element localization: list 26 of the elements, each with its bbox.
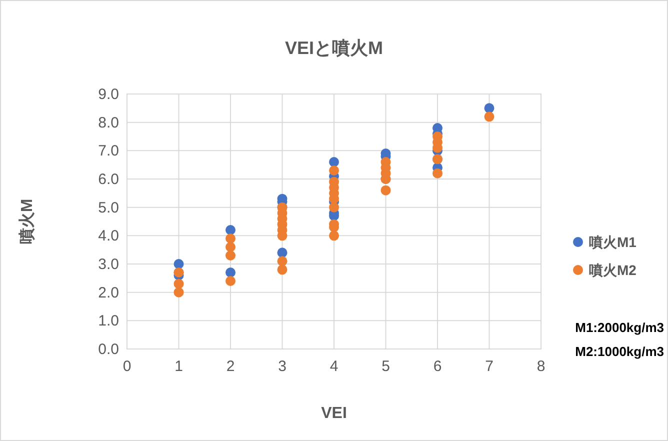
y-axis-title: 噴火M: [18, 198, 36, 244]
x-axis-title: VEI: [321, 405, 347, 422]
y-tick-label: 2.0: [98, 284, 119, 302]
x-tick-label: 3: [278, 358, 286, 375]
text: M1:2000kg/m3: [575, 320, 664, 335]
y-tick-label: 4.0: [98, 228, 119, 245]
y-tick-label: 5.0: [98, 199, 119, 216]
x-tick-label: 7: [485, 358, 494, 375]
x-tick-label: 4: [330, 358, 338, 375]
y-tick-label: 9.0: [98, 86, 119, 103]
chart-title: VEIと噴火M: [284, 38, 384, 58]
x-tick-label: 1: [174, 358, 183, 375]
y-tick-label: 6.0: [98, 171, 119, 188]
x-tick-label: 8: [536, 358, 546, 375]
y-tick-label: 0.0: [98, 341, 119, 358]
y-tick-label: 8.0: [98, 114, 119, 132]
legend-label: 噴火M1: [589, 234, 637, 250]
y-tick-label: 3.0: [98, 256, 119, 273]
y-tick-label: 1.0: [98, 312, 119, 330]
x-tick-label: 2: [226, 358, 235, 375]
x-tick-label: 5: [382, 358, 390, 375]
x-tick-label: 0: [122, 358, 132, 375]
text: M2:1000kg/m3: [575, 344, 664, 359]
legend-label: 噴火M2: [589, 262, 637, 278]
y-tick-label: 7.0: [98, 142, 119, 160]
x-tick-label: 6: [433, 358, 442, 375]
